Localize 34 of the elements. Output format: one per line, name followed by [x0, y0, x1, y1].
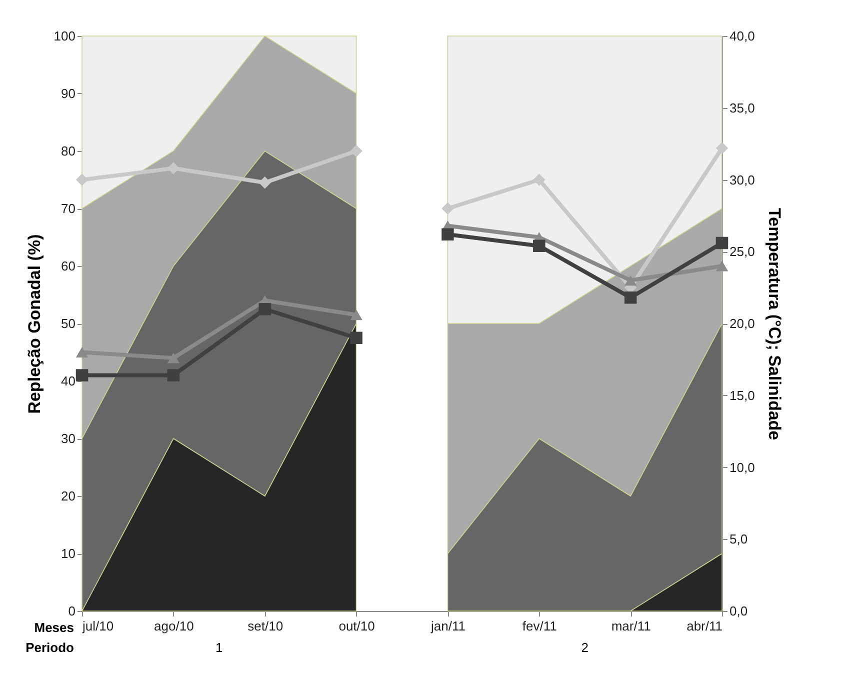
x-tick-label: fev/11	[522, 618, 557, 634]
y2-axis-title: Temperatura (°C); Salinidade	[764, 208, 784, 440]
x-tick-label: jul/10	[82, 618, 114, 634]
y-tick-label: 70	[61, 201, 76, 216]
text: 2	[581, 640, 588, 655]
text: Meses	[34, 620, 74, 635]
y-tick-label: 10	[61, 546, 76, 561]
y2-tick-label: 15,0	[730, 388, 755, 403]
y2-tick-label: 25,0	[730, 244, 755, 260]
y-tick-label: 60	[61, 258, 76, 274]
x-tick-label: abr/11	[686, 618, 722, 634]
y2-tick-label: 40,0	[730, 28, 755, 44]
y-tick-label: 80	[61, 144, 76, 158]
y2-tick-label: 5,0	[730, 532, 748, 547]
x-tick-label: set/10	[248, 618, 284, 634]
y-tick-label: 40	[61, 374, 76, 388]
text: Periodo	[26, 640, 74, 655]
y-tick-label: 50	[61, 316, 76, 331]
y2-tick-label: 10,0	[730, 460, 755, 475]
y-tick-label: 0	[68, 604, 76, 618]
y-tick-label: 20	[61, 488, 76, 504]
y-tick-label: 30	[61, 431, 76, 446]
y-axis-title: Repleção Gonadal (%)	[24, 234, 44, 414]
y-tick-label: 100	[54, 28, 76, 44]
x-tick-label: jan/11	[430, 618, 466, 634]
y2-tick-label: 0,0	[730, 604, 748, 618]
y2-tick-label: 20,0	[730, 316, 755, 331]
y-tick-label: 90	[61, 86, 76, 101]
text: 1	[216, 640, 223, 655]
x-tick-label: mar/11	[611, 618, 651, 634]
x-tick-label: ago/10	[154, 618, 194, 634]
x-tick-label: out/10	[338, 618, 375, 634]
y2-tick-label: 30,0	[730, 172, 755, 188]
y2-tick-label: 35,0	[730, 100, 755, 116]
